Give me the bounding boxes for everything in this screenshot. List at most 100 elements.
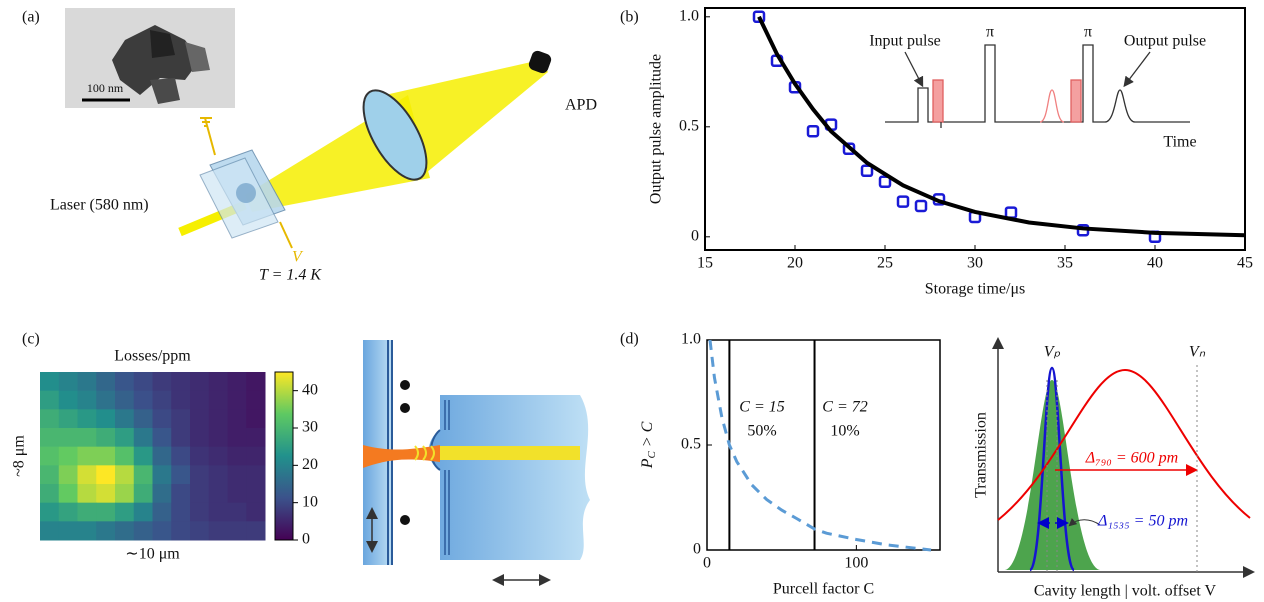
heatmap-cell <box>246 409 266 429</box>
heatmap-cell <box>96 465 116 485</box>
transmission-sketch <box>992 337 1255 578</box>
heatmap-cell <box>190 502 210 522</box>
heatmap-cell <box>227 428 247 448</box>
peak-label: Vₙ <box>1189 344 1206 361</box>
x-tick-label: 25 <box>877 255 893 272</box>
colorbar-tick-label: 30 <box>302 419 318 436</box>
heatmap-cell <box>40 428 60 448</box>
heatmap-cell <box>227 521 247 541</box>
heatmap-cell <box>246 502 266 522</box>
colorbar-tick-label: 20 <box>302 456 318 473</box>
heatmap-cell <box>246 521 266 541</box>
y-axis-label: Output pulse amplitude <box>648 54 665 204</box>
heatmap-cell <box>115 372 135 392</box>
heatmap-cell <box>190 465 210 485</box>
inset-label: Time <box>1163 134 1196 151</box>
heatmap-cell <box>58 521 78 541</box>
heatmap-cell <box>77 390 97 410</box>
heatmap-cell <box>77 428 97 448</box>
y-label-part: > C <box>639 421 656 451</box>
heatmap-cell <box>227 446 247 466</box>
heatmap-cell <box>208 521 228 541</box>
heatmap-cell <box>115 484 135 504</box>
temperature-label: T = 1.4 K <box>259 267 322 284</box>
annotation: 50% <box>747 423 776 440</box>
heatmap-cell <box>152 521 172 541</box>
x-axis-label: Purcell factor C <box>773 581 874 598</box>
heatmap-cell <box>208 446 228 466</box>
heatmap-cell <box>171 484 191 504</box>
heatmap-cell <box>40 465 60 485</box>
heatmap-cell <box>96 502 116 522</box>
heatmap-cell <box>115 446 135 466</box>
heatmap-cell <box>152 390 172 410</box>
heatmap-cell <box>190 372 210 392</box>
heatmap-cell <box>171 372 191 392</box>
colorbar-tick-label: 0 <box>302 531 310 548</box>
heatmap-cell <box>58 446 78 466</box>
x-tick-label: 45 <box>1237 255 1253 272</box>
heatmap-cell <box>115 428 135 448</box>
panel-label: (d) <box>620 331 639 348</box>
heatmap-cell <box>133 446 153 466</box>
voltage-label: V <box>292 249 304 266</box>
colorbar-tick-label: 10 <box>302 493 318 510</box>
inset-label: π <box>986 24 994 41</box>
heatmap-cell <box>58 372 78 392</box>
y-axis-label: PC > C <box>639 421 658 469</box>
heatmap-cell <box>96 446 116 466</box>
heatmap-cell <box>208 484 228 504</box>
heatmap-cell <box>58 465 78 485</box>
inset-label: Output pulse <box>1124 33 1206 50</box>
heatmap-cell <box>115 502 135 522</box>
x-tick-label: 40 <box>1147 255 1163 272</box>
data-point <box>752 10 766 24</box>
colorbar-tick-label: 40 <box>302 381 318 398</box>
heatmap-cell <box>190 428 210 448</box>
heatmap-cell <box>133 428 153 448</box>
data-point <box>860 164 874 178</box>
axis-label: Transmission <box>973 412 990 498</box>
plot-frame <box>706 339 941 551</box>
panel-label: (b) <box>620 9 639 26</box>
data-point <box>896 195 910 208</box>
heatmap-cell <box>171 390 191 410</box>
heatmap-cell <box>152 409 172 429</box>
heatmap-cell <box>133 465 153 485</box>
x-axis-label: Storage time/μs <box>925 281 1026 298</box>
panel-label: (c) <box>22 331 40 348</box>
heatmap-cell <box>115 465 135 485</box>
width-label: Δ₁₅₃₅ = 50 pm <box>1097 513 1188 530</box>
axis-label: Cavity length | volt. offset V <box>1034 583 1217 600</box>
heatmap-cell <box>208 465 228 485</box>
inset-label: π <box>1084 24 1092 41</box>
heatmap-cell <box>246 465 266 485</box>
heatmap-title: Losses/ppm <box>114 348 191 365</box>
heatmap-cell <box>227 465 247 485</box>
heatmap-cell <box>190 390 210 410</box>
heatmap-cell <box>246 484 266 504</box>
pulse-inset <box>885 44 1190 128</box>
colorbar <box>274 371 294 541</box>
heatmap-cell <box>58 484 78 504</box>
heatmap-cell <box>77 465 97 485</box>
heatmap-cell <box>246 372 266 392</box>
heatmap-cell <box>246 428 266 448</box>
heatmap-cell <box>227 502 247 522</box>
y-tick-label: 1.0 <box>679 7 699 24</box>
data-point <box>878 175 892 189</box>
heatmap-cell <box>77 409 97 429</box>
heatmap-cell <box>171 446 191 466</box>
heatmap-cell <box>152 484 172 504</box>
heatmap-cell <box>96 484 116 504</box>
y-axis-label: ~8 μm <box>11 435 28 477</box>
heatmap-cell <box>133 372 153 392</box>
heatmap-cell <box>171 428 191 448</box>
heatmap-cell <box>58 502 78 522</box>
heatmap-cell <box>208 372 228 392</box>
width-label: Δ₇₉₀ = 600 pm <box>1085 450 1178 467</box>
heatmap-cell <box>227 372 247 392</box>
heatmap-cell <box>190 446 210 466</box>
heatmap-cell <box>171 502 191 522</box>
